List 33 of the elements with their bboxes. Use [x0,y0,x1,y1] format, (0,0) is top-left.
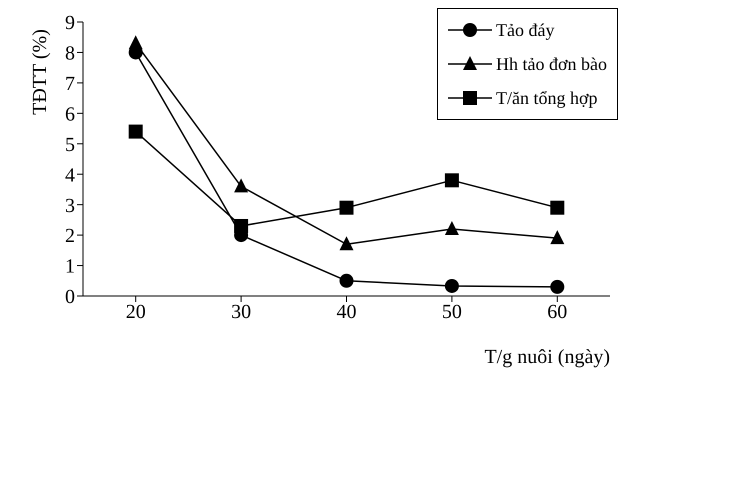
legend-label: Tảo đáy [496,20,554,40]
y-tick-label: 1 [65,256,75,278]
point [550,200,564,215]
point [550,280,564,294]
point [128,35,143,50]
y-axis-title: TĐTT (%) [29,29,51,115]
y-tick-label: 5 [65,134,75,156]
x-axis-title: T/g nuôi (ngày) [484,346,610,368]
x-tick-label: 30 [231,301,252,324]
x-tick-label: 40 [336,301,356,324]
y-tick-label: 3 [65,194,75,217]
point [444,278,459,293]
point [340,274,354,288]
y-tick-label: 0 [65,286,75,308]
y-tick-label: 9 [65,12,75,34]
point [234,218,248,233]
y-tick-label: 2 [65,225,75,248]
y-tick-label: 6 [65,103,75,126]
x-tick-label: 20 [126,301,146,324]
y-tick-label: 8 [65,42,75,65]
point [340,200,354,215]
point [234,178,248,192]
point [444,173,459,188]
point [444,221,459,236]
x-tick-label: 50 [442,301,462,324]
legend-label: T/ăn tổng hợp [496,88,598,108]
x-tick-label: 60 [547,301,568,324]
point [550,230,564,244]
point [128,124,143,139]
y-tick-label: 4 [65,164,75,186]
point [340,236,354,250]
legend-label: Hh tảo đơn bào [496,54,607,74]
y-tick-label: 7 [65,72,75,95]
